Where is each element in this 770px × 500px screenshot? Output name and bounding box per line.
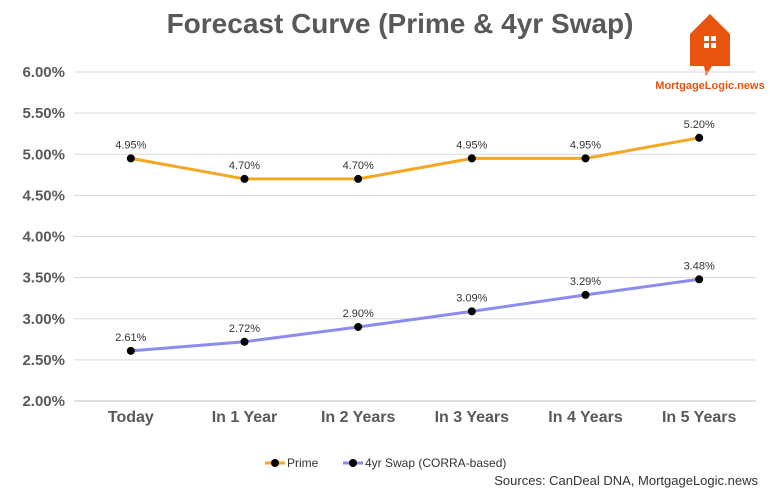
y-tick-label: 5.50% xyxy=(22,105,65,122)
source-note: Sources: CanDeal DNA, MortgageLogic.news xyxy=(494,473,758,488)
y-tick-label: 4.50% xyxy=(22,187,65,204)
data-point xyxy=(467,307,476,316)
data-label: 4.95% xyxy=(456,139,487,151)
data-point xyxy=(467,154,476,163)
legend-label: 4yr Swap (CORRA-based) xyxy=(365,456,506,470)
data-point xyxy=(581,154,590,163)
y-tick-label: 4.00% xyxy=(22,229,65,246)
x-tick-label: In 1 Year xyxy=(212,409,278,426)
chart-title: Forecast Curve (Prime & 4yr Swap) xyxy=(166,8,634,39)
y-tick-label: 5.00% xyxy=(22,146,65,163)
x-tick-label: In 3 Years xyxy=(435,409,510,426)
x-tick-label: Today xyxy=(108,409,154,426)
data-point xyxy=(695,133,704,142)
mortgagelogic-logo xyxy=(690,14,730,76)
x-tick-label: In 2 Years xyxy=(321,409,396,426)
data-label: 3.29% xyxy=(570,276,601,288)
y-tick-label: 3.50% xyxy=(22,270,65,287)
x-tick-label: In 4 Years xyxy=(548,409,623,426)
data-label: 3.48% xyxy=(684,260,715,272)
data-label: 4.95% xyxy=(570,139,601,151)
data-point xyxy=(240,174,249,183)
data-label: 4.70% xyxy=(343,160,374,172)
data-label: 2.90% xyxy=(343,308,374,320)
data-point xyxy=(126,346,135,355)
data-point xyxy=(695,275,704,284)
series-line-1 xyxy=(130,277,700,353)
data-label: 4.70% xyxy=(229,160,260,172)
data-label: 4.95% xyxy=(115,139,146,151)
legend-marker xyxy=(349,459,357,467)
legend-marker xyxy=(271,459,279,467)
data-point xyxy=(126,154,135,163)
data-point xyxy=(354,322,363,331)
data-point xyxy=(354,174,363,183)
data-point xyxy=(240,337,249,346)
data-point xyxy=(581,290,590,299)
y-tick-label: 2.50% xyxy=(22,352,65,369)
data-label: 2.61% xyxy=(115,332,146,344)
legend-label: Prime xyxy=(287,456,319,470)
y-tick-label: 2.00% xyxy=(22,393,65,410)
data-label: 3.09% xyxy=(456,292,487,304)
data-label: 2.72% xyxy=(229,323,260,335)
x-tick-label: In 5 Years xyxy=(662,409,737,426)
data-label: 5.20% xyxy=(684,119,715,131)
logo-text: MortgageLogic.news xyxy=(655,80,765,92)
y-tick-label: 3.00% xyxy=(22,311,65,328)
y-tick-label: 6.00% xyxy=(22,64,65,81)
series-line-0 xyxy=(130,136,700,181)
